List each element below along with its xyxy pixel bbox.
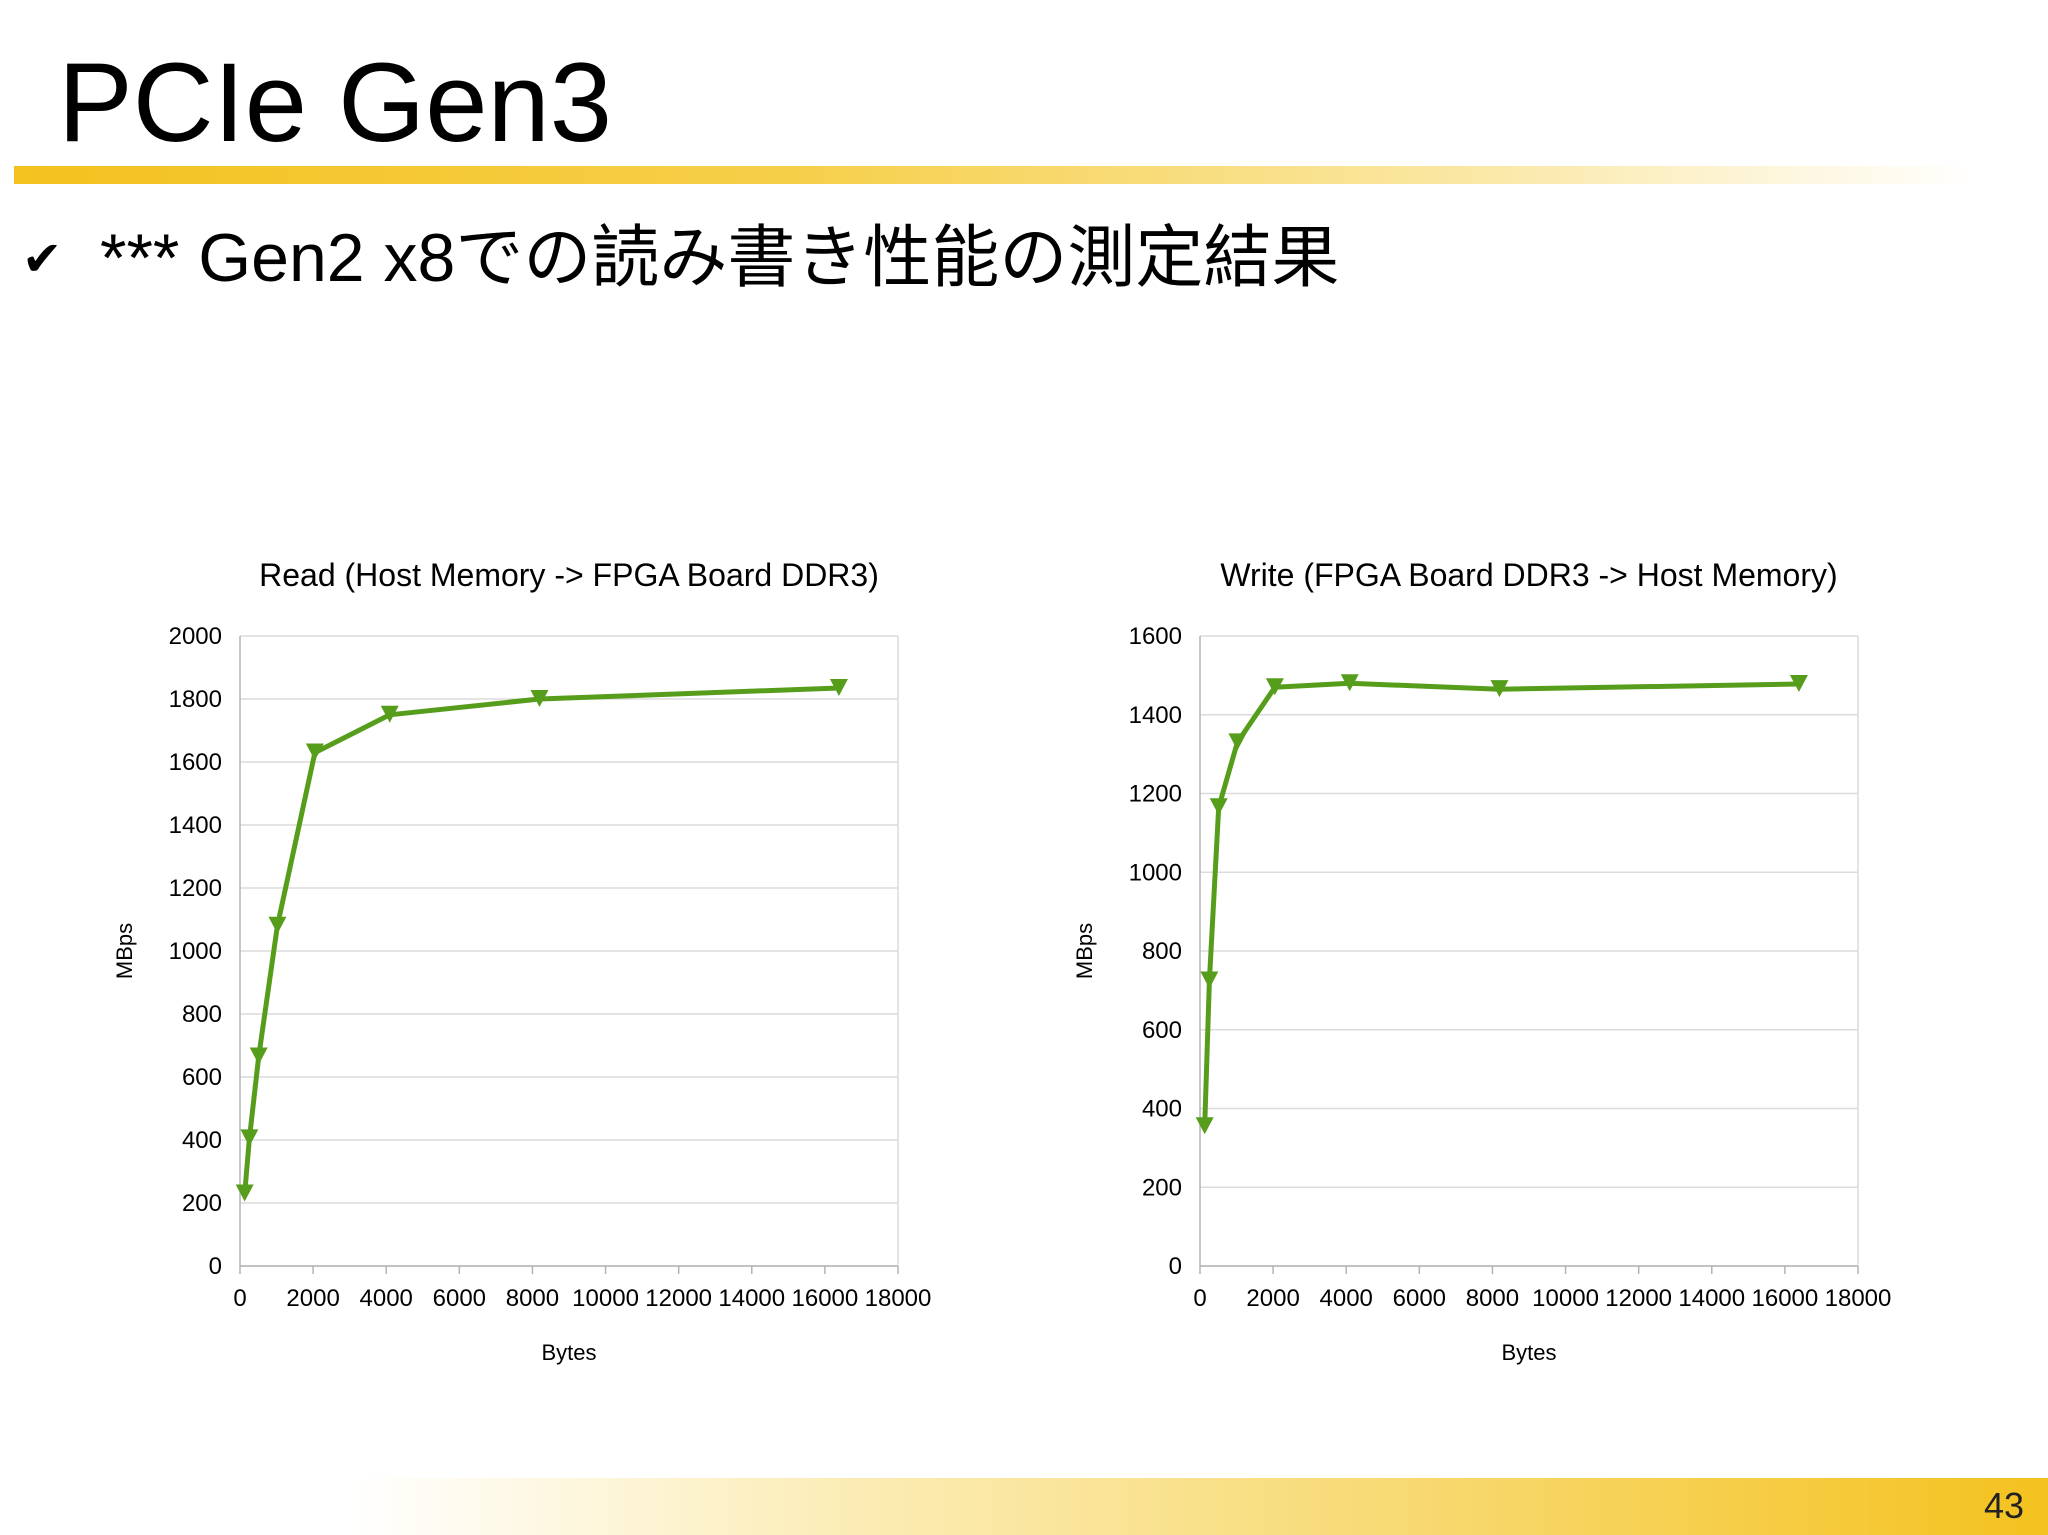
write-chart: Write (FPGA Board DDR3 -> Host Memory) 0 2… <box>1050 540 1990 1370</box>
data-point <box>249 1047 268 1065</box>
data-point <box>1340 674 1359 692</box>
data-point <box>1228 733 1247 751</box>
x-tick-label: 10000 <box>572 1285 639 1312</box>
x-tick-label: 8000 <box>1466 1285 1519 1312</box>
y-tick-label: 2000 <box>169 623 222 650</box>
data-point <box>1789 675 1808 693</box>
x-axis-label: Bytes <box>1501 1340 1556 1365</box>
x-tick-label: 12000 <box>645 1285 712 1312</box>
x-tick-label: 18000 <box>865 1285 932 1312</box>
x-tick-label: 16000 <box>792 1285 859 1312</box>
data-point <box>235 1184 254 1202</box>
x-tick-label: 10000 <box>1532 1285 1599 1312</box>
y-tick-label: 1400 <box>1129 702 1182 729</box>
read-chart-svg: Read (Host Memory -> FPGA Board DDR3) 0 20… <box>112 557 932 1365</box>
page-number: 43 <box>1983 1485 2024 1526</box>
y-axis-label: MBps <box>112 923 137 979</box>
y-tick-label: 1800 <box>169 686 222 713</box>
data-point <box>1200 971 1219 989</box>
series-line <box>1202 680 1802 1129</box>
y-tick-label: 1200 <box>1129 781 1182 808</box>
data-point <box>530 690 549 707</box>
write-chart-svg: Write (FPGA Board DDR3 -> Host Memory) 0 2… <box>1072 557 1892 1365</box>
x-tick-label: 14000 <box>718 1285 785 1312</box>
title-underline <box>14 166 1974 184</box>
x-tick-label: 16000 <box>1752 1285 1819 1312</box>
x-tick-label: 0 <box>233 1285 246 1312</box>
x-tick-label: 6000 <box>1393 1285 1446 1312</box>
x-axis-label: Bytes <box>541 1340 596 1365</box>
bullet-text: *** Gen2 x8での読み書き性能の測定結果 <box>100 220 1340 296</box>
slide-title: PCIe Gen3 <box>58 40 613 165</box>
y-tick-label: 400 <box>182 1127 222 1154</box>
x-tick-label: 4000 <box>360 1285 413 1312</box>
data-point <box>268 916 287 934</box>
y-tick-label: 1000 <box>169 938 222 965</box>
bullet-item: ✔ *** Gen2 x8での読み書き性能の測定結果 <box>22 210 1339 307</box>
x-tick-label: 0 <box>1193 1285 1206 1312</box>
y-tick-label: 200 <box>1142 1174 1182 1201</box>
y-tick-label: 1600 <box>169 749 222 776</box>
y-tick-label: 200 <box>182 1190 222 1217</box>
series-line <box>242 685 842 1196</box>
data-point <box>829 678 848 696</box>
x-tick-label: 18000 <box>1825 1285 1892 1312</box>
y-tick-label: 1000 <box>1129 859 1182 886</box>
y-tick-label: 0 <box>209 1253 222 1280</box>
y-tick-label: 1600 <box>1129 623 1182 650</box>
read-chart: Read (Host Memory -> FPGA Board DDR3) 0 20… <box>90 540 1030 1370</box>
data-point <box>380 705 399 723</box>
data-point <box>1265 678 1284 696</box>
y-tick-label: 800 <box>182 1001 222 1028</box>
footer-bar <box>350 1478 2048 1535</box>
data-point <box>1195 1117 1214 1135</box>
y-tick-label: 1200 <box>169 875 222 902</box>
x-tick-label: 6000 <box>433 1285 486 1312</box>
x-tick-label: 2000 <box>286 1285 339 1312</box>
y-axis-label: MBps <box>1072 923 1097 979</box>
y-tick-label: 800 <box>1142 938 1182 965</box>
data-point <box>1209 798 1228 816</box>
x-tick-label: 8000 <box>506 1285 559 1312</box>
y-tick-label: 600 <box>1142 1017 1182 1044</box>
data-point <box>305 743 324 761</box>
x-tick-label: 4000 <box>1320 1285 1373 1312</box>
y-tick-label: 0 <box>1169 1253 1182 1280</box>
y-tick-label: 600 <box>182 1064 222 1091</box>
data-point <box>1490 680 1509 698</box>
x-tick-label: 12000 <box>1605 1285 1672 1312</box>
x-tick-label: 14000 <box>1678 1285 1745 1312</box>
x-tick-label: 2000 <box>1246 1285 1299 1312</box>
chart-title: Read (Host Memory -> FPGA Board DDR3) <box>259 557 879 593</box>
y-tick-label: 400 <box>1142 1096 1182 1123</box>
check-icon: ✔ <box>22 231 63 287</box>
data-point <box>240 1129 259 1147</box>
y-tick-label: 1400 <box>169 812 222 839</box>
chart-title: Write (FPGA Board DDR3 -> Host Memory) <box>1220 557 1837 593</box>
